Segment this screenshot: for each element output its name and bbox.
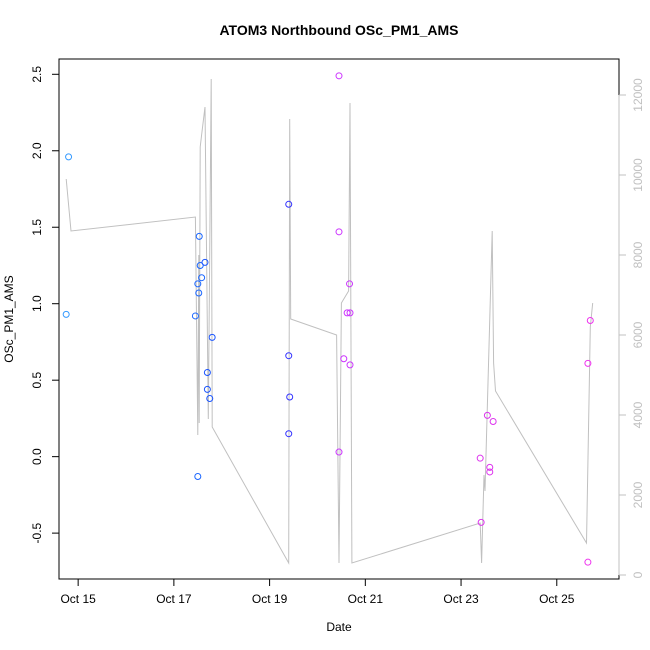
data-point	[486, 468, 494, 476]
y-tick-label: 1.0	[30, 295, 44, 312]
data-point	[335, 448, 343, 456]
x-axis-label: Date	[326, 620, 352, 634]
data-point	[335, 228, 343, 236]
data-point	[285, 200, 293, 208]
x-tick-label: Oct 17	[156, 592, 192, 606]
x-tick-label: Oct 21	[348, 592, 384, 606]
data-point	[476, 454, 484, 462]
x-tick-label: Oct 15	[60, 592, 96, 606]
data-point	[286, 393, 294, 401]
data-point	[195, 289, 203, 297]
y-tick-label: 2.0	[30, 142, 44, 159]
y2-tick-label: 2000	[631, 481, 645, 508]
scatter-points	[62, 72, 594, 566]
data-point	[584, 558, 592, 566]
data-point	[191, 312, 199, 320]
chart-title: ATOM3 Northbound OSc_PM1_AMS	[219, 22, 458, 38]
data-point	[194, 473, 202, 481]
data-point	[346, 309, 354, 317]
data-point	[486, 463, 494, 471]
data-point	[196, 261, 204, 269]
x-tick-label: Oct 23	[443, 592, 479, 606]
y-tick-label: -0.5	[30, 522, 44, 543]
y2-tick-label: 4000	[631, 401, 645, 428]
data-point	[195, 232, 203, 240]
y-tick-label: 2.5	[30, 66, 44, 83]
y-axis-label: OSc_PM1_AMS	[2, 275, 16, 362]
secondary-series-line	[65, 78, 594, 565]
y-tick-label: 0.5	[30, 372, 44, 389]
secondary-y-axis: 0 2000 4000 6000 8000 10000 12000	[618, 78, 645, 578]
data-point	[62, 310, 70, 318]
x-tick-label: Oct 19	[252, 592, 288, 606]
plot-frame	[58, 58, 620, 580]
data-point	[489, 417, 497, 425]
y2-tick-label: 6000	[631, 321, 645, 348]
data-point	[346, 280, 354, 288]
data-point	[198, 274, 206, 282]
data-point	[285, 352, 293, 360]
y2-tick-label: 12000	[631, 78, 645, 112]
y-tick-label: 0.0	[30, 448, 44, 465]
y2-tick-label: 0	[631, 571, 645, 578]
data-point	[208, 333, 216, 341]
data-point	[65, 153, 73, 161]
y2-tick-label: 10000	[631, 158, 645, 192]
data-point	[203, 385, 211, 393]
data-point	[206, 395, 214, 403]
data-point	[201, 258, 209, 266]
data-point	[477, 518, 485, 526]
data-point	[483, 411, 491, 419]
data-point	[194, 280, 202, 288]
data-point	[335, 72, 343, 80]
y-axis: -0.5 0.0 0.5 1.0 1.5 2.0 2.5	[30, 66, 60, 543]
x-tick-label: Oct 25	[539, 592, 575, 606]
y-tick-label: 1.5	[30, 219, 44, 236]
data-point	[586, 317, 594, 325]
data-point	[285, 430, 293, 438]
data-point	[346, 361, 354, 369]
data-point	[203, 369, 211, 377]
data-point	[340, 355, 348, 363]
y2-tick-label: 8000	[631, 241, 645, 268]
data-point	[584, 359, 592, 367]
data-point	[343, 309, 351, 317]
x-axis: Oct 15 Oct 17 Oct 19 Oct 21 Oct 23 Oct 25	[60, 578, 575, 606]
